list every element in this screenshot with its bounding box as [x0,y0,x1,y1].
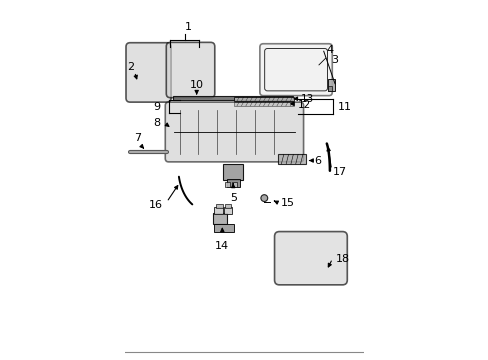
FancyBboxPatch shape [274,231,346,285]
FancyBboxPatch shape [126,43,171,102]
Text: 6: 6 [314,156,321,166]
Bar [233,102,294,106]
Bar [216,203,222,208]
Text: 3: 3 [331,55,338,66]
Text: 18: 18 [335,253,349,264]
Text: 8: 8 [153,118,161,128]
Text: 14: 14 [215,242,229,252]
Text: 5: 5 [229,193,236,203]
Text: 15: 15 [280,198,294,208]
Bar [233,97,294,101]
Bar [327,79,334,91]
FancyBboxPatch shape [259,44,331,96]
Bar [214,207,222,214]
Text: 13: 13 [300,94,313,104]
Text: 1: 1 [184,22,191,32]
Bar [214,224,234,232]
Bar [224,182,230,187]
Text: 10: 10 [189,80,203,90]
Text: 4: 4 [326,45,333,54]
Circle shape [261,195,267,202]
Bar [223,163,243,180]
Bar [226,179,239,187]
Text: 7: 7 [134,134,141,143]
Bar [224,207,232,214]
Bar [327,86,331,91]
Text: 11: 11 [337,102,351,112]
FancyBboxPatch shape [166,42,214,98]
Text: 9: 9 [153,102,161,112]
Bar [277,154,305,164]
Text: 2: 2 [127,62,134,72]
FancyBboxPatch shape [264,49,327,91]
Bar [224,203,230,208]
Text: 16: 16 [149,200,163,210]
Bar [213,213,227,224]
FancyBboxPatch shape [165,102,303,162]
Text: 12: 12 [297,100,310,110]
Bar [231,182,237,187]
Text: 17: 17 [333,167,346,177]
Bar [173,96,292,100]
